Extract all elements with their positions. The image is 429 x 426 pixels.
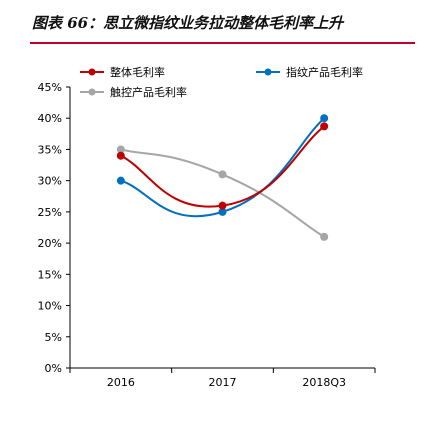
y-tick-label: 20% xyxy=(38,237,62,250)
legend-swatch-marker xyxy=(88,68,96,76)
data-point-s2-0 xyxy=(116,145,125,154)
data-point-s2-2 xyxy=(320,232,329,241)
legend-swatch-marker xyxy=(88,88,96,96)
data-point-s0-1 xyxy=(218,201,227,210)
chart-axes xyxy=(69,87,376,373)
series-line-1 xyxy=(120,117,325,218)
x-tick-label: 2017 xyxy=(209,376,237,389)
series-points xyxy=(116,114,329,241)
y-tick-label: 10% xyxy=(38,300,62,313)
data-point-s1-0 xyxy=(116,176,125,185)
data-point-s0-0 xyxy=(116,151,125,160)
series-line-2 xyxy=(120,148,325,238)
x-tick-label: 2016 xyxy=(107,376,135,389)
y-tick-label: 35% xyxy=(38,143,62,156)
data-point-s0-2 xyxy=(320,122,329,131)
legend-label: 指纹产品毛利率 xyxy=(286,65,363,79)
x-tick-labels: 2016 2017 2018Q3 xyxy=(107,376,346,389)
series-line-0 xyxy=(120,125,325,208)
y-tick-label: 15% xyxy=(38,268,62,281)
y-tick-label: 25% xyxy=(38,206,62,219)
figure-title: 图表 66：思立微指纹业务拉动整体毛利率上升 xyxy=(32,14,344,32)
y-tick-labels: 0% 5% 10% 15% 20% 25% 30% 35% 40% 45% xyxy=(38,81,70,375)
y-tick-label: 5% xyxy=(45,331,62,344)
data-point-s2-1 xyxy=(218,170,227,179)
figure-title-bar: 图表 66：思立微指纹业务拉动整体毛利率上升 xyxy=(0,0,429,46)
y-tick-label: 45% xyxy=(38,81,62,94)
data-point-s1-2 xyxy=(320,114,329,123)
y-tick-label: 30% xyxy=(38,175,62,188)
data-point-s1-1 xyxy=(218,207,227,216)
legend-label: 触控产品毛利率 xyxy=(110,85,187,99)
x-tick-label: 2018Q3 xyxy=(302,376,346,389)
legend-swatch-marker xyxy=(264,68,272,76)
y-tick-label: 0% xyxy=(45,362,62,375)
legend-label: 整体毛利率 xyxy=(110,65,165,79)
title-underline xyxy=(30,42,415,44)
y-tick-label: 40% xyxy=(38,112,62,125)
